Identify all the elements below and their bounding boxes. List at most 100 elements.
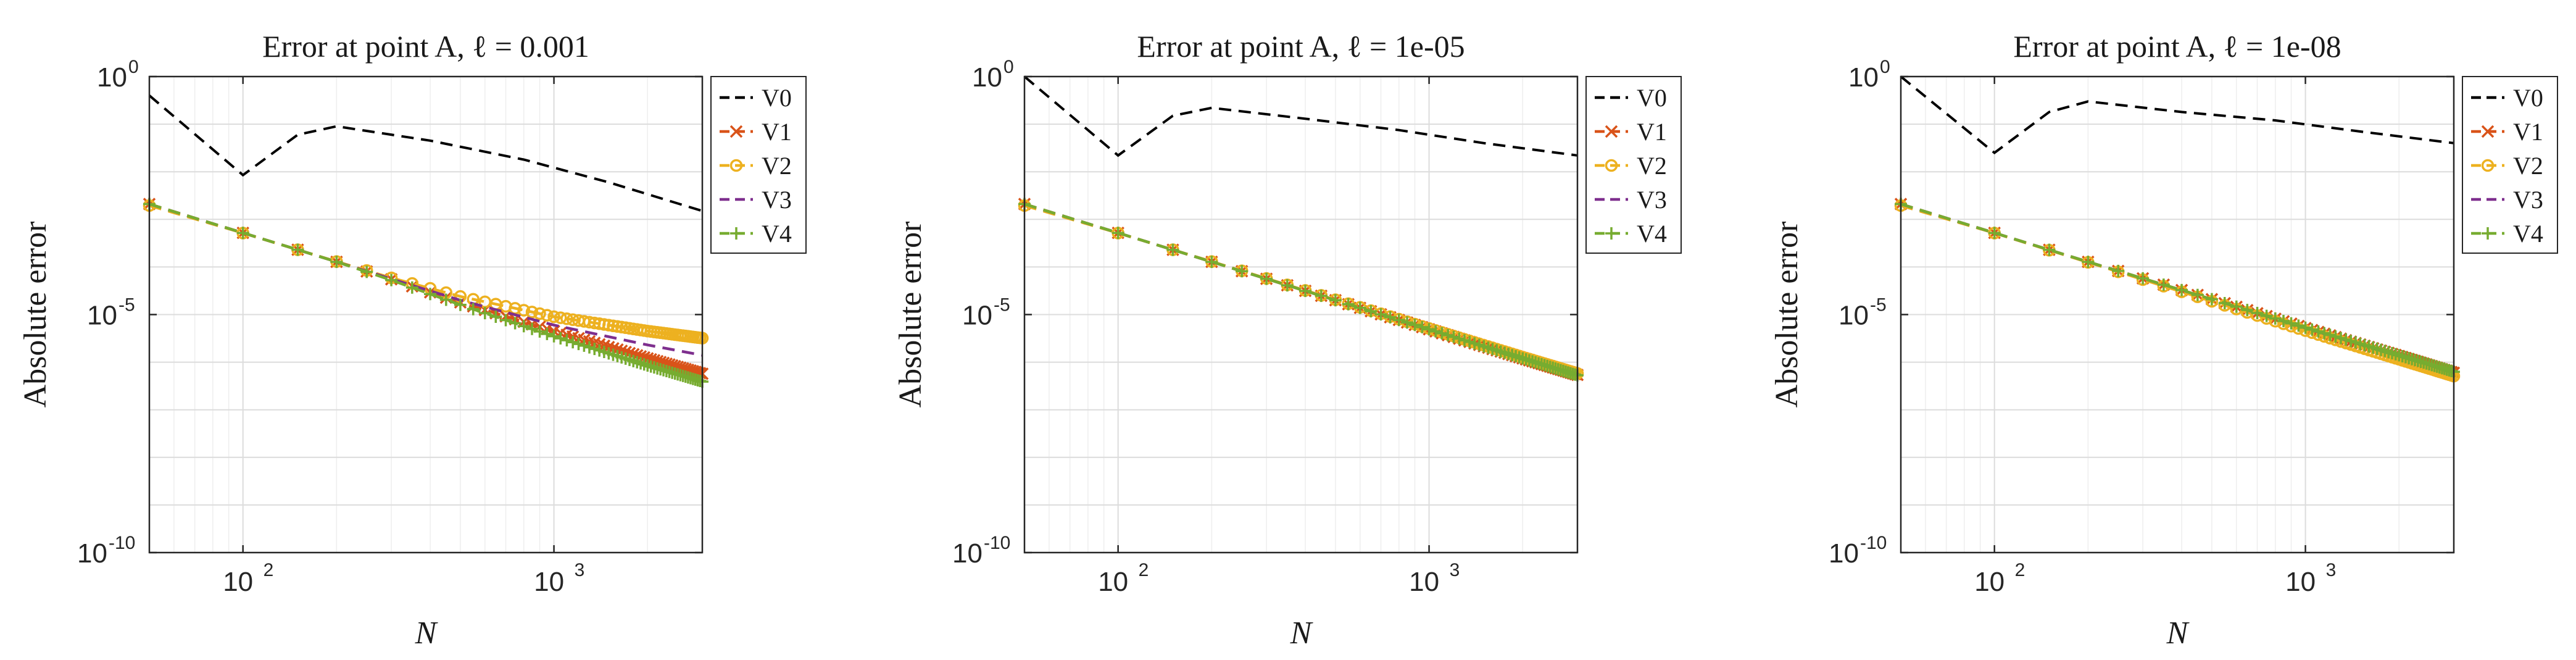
data-point-v4	[1205, 256, 1218, 269]
tick-marks	[1901, 75, 2454, 554]
data-point-v4	[2299, 321, 2312, 334]
x-tick-label: 10	[1974, 567, 2005, 597]
legend: V0 V1 V2 V3 V4	[1585, 76, 1682, 254]
y-tick-label-exponent: -5	[118, 295, 135, 315]
x-tick-label-exponent: 3	[1450, 560, 1460, 580]
data-point-v4	[499, 314, 512, 327]
data-point-v2	[525, 306, 539, 319]
y-tick-label-exponent: -5	[1870, 295, 1887, 315]
x-tick-label: 10	[1098, 567, 1128, 597]
data-point-v4	[1447, 330, 1460, 343]
data-point-v4	[578, 339, 591, 352]
legend-marker-v2	[729, 159, 743, 172]
legend-marker-v4	[2482, 227, 2494, 240]
x-tick-label: 10	[534, 567, 564, 597]
data-point-v4	[1423, 323, 1435, 336]
data-point-v4	[1260, 272, 1273, 285]
x-tick-label-exponent: 2	[2015, 560, 2025, 580]
y-tick-label-exponent: 0	[128, 57, 139, 77]
chart-panel-2: 10 2 10 3 10 0 10 -5 10 -10 Error at point A, ℓ = …	[875, 0, 1739, 660]
data-point-v4	[1416, 320, 1429, 333]
legend-label-v0: V0	[2513, 84, 2543, 112]
y-tick-label: 10	[1848, 62, 1879, 93]
data-point-v4	[2205, 293, 2218, 306]
y-tick-label-exponent: 0	[1003, 57, 1014, 77]
legend-label-v2: V2	[1637, 152, 1667, 180]
legend-label-v2: V2	[762, 152, 792, 180]
data-point-v4	[360, 265, 373, 278]
series-markers-v4	[143, 198, 708, 388]
data-point-v4	[2251, 307, 2264, 320]
data-point-v4	[454, 298, 467, 311]
series-line-v3	[149, 203, 703, 357]
x-tick-label: 10	[2285, 567, 2316, 597]
grid	[149, 76, 703, 553]
chart-panel-1: 10 2 10 3 10 0 10 -5 10 -10 Error at point A, ℓ = …	[0, 0, 864, 660]
x-tick-label-exponent: 3	[2326, 560, 2337, 580]
data-point-v4	[1329, 294, 1342, 307]
y-tick-label-exponent: -10	[984, 533, 1010, 553]
data-point-v4	[2218, 296, 2231, 309]
x-tick-label: 10	[1409, 567, 1439, 597]
data-point-v4	[2318, 327, 2331, 340]
data-point-v4	[2112, 264, 2125, 277]
y-tick-label: 10	[1829, 538, 1859, 569]
legend-marker-v1	[2481, 125, 2495, 138]
data-point-v4	[1435, 327, 1448, 340]
data-point-v4	[291, 243, 304, 256]
y-tick-label-exponent: 0	[1880, 57, 1890, 77]
data-point-v4	[541, 327, 554, 340]
legend-label-v4: V4	[2513, 220, 2543, 248]
data-point-v4	[439, 293, 452, 306]
data-point-v4	[1365, 305, 1377, 318]
data-point-v4	[2269, 312, 2282, 325]
legend-marker-v2	[1605, 159, 1618, 172]
data-point-v2	[517, 304, 530, 317]
legend-label-v3: V3	[1637, 186, 1667, 214]
chart-title: Error at point A, ℓ = 1e-05	[1137, 29, 1465, 64]
series-group	[1018, 75, 1584, 382]
series-line-v0	[148, 94, 703, 212]
data-point-v4	[2285, 317, 2298, 330]
legend-label-v4: V4	[762, 220, 792, 248]
y-tick-label-exponent: -5	[994, 295, 1010, 315]
data-point-v2	[560, 312, 573, 325]
y-tick-label-exponent: -10	[109, 533, 135, 553]
y-axis-label: Absolute error	[1769, 222, 1805, 408]
data-point-v2	[541, 309, 554, 322]
data-point-v2	[554, 311, 567, 324]
data-point-v4	[2082, 256, 2095, 269]
data-point-v4	[1374, 308, 1387, 321]
data-point-v4	[1392, 314, 1405, 327]
x-axis-label: N	[415, 616, 439, 651]
data-point-v4	[2329, 330, 2342, 343]
data-point-v4	[1315, 290, 1327, 303]
data-point-v4	[2312, 325, 2325, 338]
legend-marker-v4	[730, 227, 742, 240]
y-axis-label: Absolute error	[18, 222, 53, 408]
data-point-v4	[509, 317, 521, 330]
legend-label-v0: V0	[1637, 84, 1667, 112]
data-point-v2	[547, 310, 560, 324]
x-tick-label: 10	[223, 567, 253, 597]
data-point-v4	[547, 330, 560, 343]
data-point-v4	[1442, 328, 1455, 341]
data-point-v4	[1236, 265, 1249, 278]
legend-label-v1: V1	[1637, 118, 1667, 146]
data-point-v4	[1401, 316, 1414, 329]
data-point-v4	[517, 320, 530, 333]
legend-label-v3: V3	[2513, 186, 2543, 214]
data-point-v4	[533, 325, 546, 338]
chart-panel-3: 10 2 10 3 10 0 10 -5 10 -10 Error at point A, ℓ = …	[1751, 0, 2576, 660]
data-point-v4	[2260, 309, 2273, 322]
data-point-v4	[1353, 301, 1366, 314]
data-point-v4	[2306, 323, 2319, 336]
data-point-v4	[2292, 319, 2305, 332]
legend-label-v0: V0	[762, 84, 792, 112]
y-tick-label: 10	[87, 301, 117, 331]
y-axis-label: Absolute error	[893, 222, 928, 408]
data-point-v4	[2191, 288, 2204, 301]
